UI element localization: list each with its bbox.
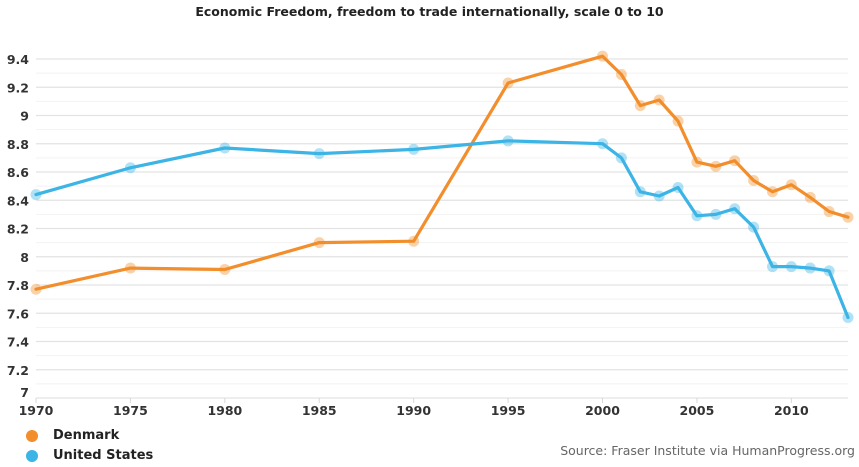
series-united-states <box>30 135 854 323</box>
series-denmark <box>30 50 854 295</box>
data-point-united-states <box>124 162 136 174</box>
data-point-united-states <box>408 143 420 155</box>
data-point-united-states <box>823 265 835 277</box>
x-tick-label: 1995 <box>491 403 526 418</box>
data-point-denmark <box>729 155 741 167</box>
grid <box>36 58 848 399</box>
data-point-denmark <box>313 237 325 249</box>
data-point-denmark <box>691 156 703 168</box>
y-tick-label: 7.4 <box>7 335 29 350</box>
x-tick-label: 2005 <box>680 403 715 418</box>
series-line-denmark <box>34 54 850 291</box>
y-tick-label: 9 <box>20 109 29 124</box>
legend-item-united-states: United States <box>26 448 153 463</box>
x-tick-label: 1970 <box>19 403 54 418</box>
data-point-united-states <box>313 148 325 160</box>
data-point-denmark <box>408 235 420 247</box>
y-tick-label: 9.4 <box>7 52 29 67</box>
data-point-denmark <box>710 160 722 172</box>
y-tick-label: 8 <box>20 250 29 265</box>
data-point-united-states <box>766 261 778 273</box>
data-point-united-states <box>597 138 609 150</box>
data-point-united-states <box>842 311 854 323</box>
data-point-denmark <box>785 179 797 191</box>
legend-marker-denmark <box>26 429 38 442</box>
legend-item-denmark: Denmark <box>26 428 119 443</box>
data-point-united-states <box>219 142 231 154</box>
y-tick-label: 8.6 <box>7 165 29 180</box>
y-tick-label: 7.2 <box>7 363 29 378</box>
data-point-denmark <box>219 263 231 275</box>
y-tick-label: 8.4 <box>7 193 29 208</box>
x-tick-label: 2010 <box>774 403 809 418</box>
chart-title: Economic Freedom, freedom to trade inter… <box>195 4 664 19</box>
data-point-denmark <box>634 100 646 112</box>
data-point-denmark <box>672 115 684 127</box>
data-point-denmark <box>615 69 627 81</box>
data-point-denmark <box>804 191 816 203</box>
data-point-united-states <box>672 182 684 194</box>
data-point-united-states <box>615 152 627 164</box>
y-tick-label: 7.6 <box>7 306 29 321</box>
y-tick-label: 7 <box>20 385 29 400</box>
x-axis: 1970 1975 1980 1985 1990 1995 2000 2005 2010 <box>19 398 809 418</box>
x-tick-label: 1990 <box>396 403 431 418</box>
x-tick-label: 1975 <box>113 403 148 418</box>
data-point-united-states <box>710 208 722 220</box>
data-point-united-states <box>785 261 797 273</box>
y-tick-label: 7.8 <box>7 278 29 293</box>
data-point-denmark <box>766 186 778 198</box>
y-tick-label: 9.2 <box>7 80 29 95</box>
legend-label-denmark: Denmark <box>53 428 120 443</box>
x-tick-label: 1980 <box>207 403 242 418</box>
legend-label-united-states: United States <box>53 448 154 463</box>
data-point-denmark <box>124 262 136 274</box>
data-point-denmark <box>597 50 609 62</box>
data-point-united-states <box>502 135 514 147</box>
data-point-united-states <box>30 189 42 201</box>
data-point-denmark <box>502 77 514 89</box>
data-point-united-states <box>804 262 816 274</box>
data-point-denmark <box>30 283 42 295</box>
data-point-denmark <box>823 206 835 218</box>
source-note: Source: Fraser Institute via HumanProgre… <box>560 443 855 458</box>
data-point-united-states <box>653 190 665 202</box>
data-point-denmark <box>748 174 760 186</box>
data-point-united-states <box>691 210 703 222</box>
data-point-united-states <box>748 221 760 233</box>
data-point-united-states <box>729 203 741 215</box>
series-layer <box>30 50 854 323</box>
y-axis: 7 7.2 7.4 7.6 7.8 8 8.2 8.4 8.6 8.8 9 9.2 9.4 <box>7 52 29 400</box>
legend-marker-united-states <box>26 449 38 462</box>
data-point-denmark <box>842 211 854 223</box>
data-point-united-states <box>634 186 646 198</box>
y-tick-label: 8.2 <box>7 222 29 237</box>
x-tick-label: 2000 <box>585 403 620 418</box>
data-point-denmark <box>653 94 665 106</box>
series-line-united-states <box>34 139 850 320</box>
x-tick-label: 1985 <box>302 403 337 418</box>
y-tick-label: 8.8 <box>7 137 29 152</box>
